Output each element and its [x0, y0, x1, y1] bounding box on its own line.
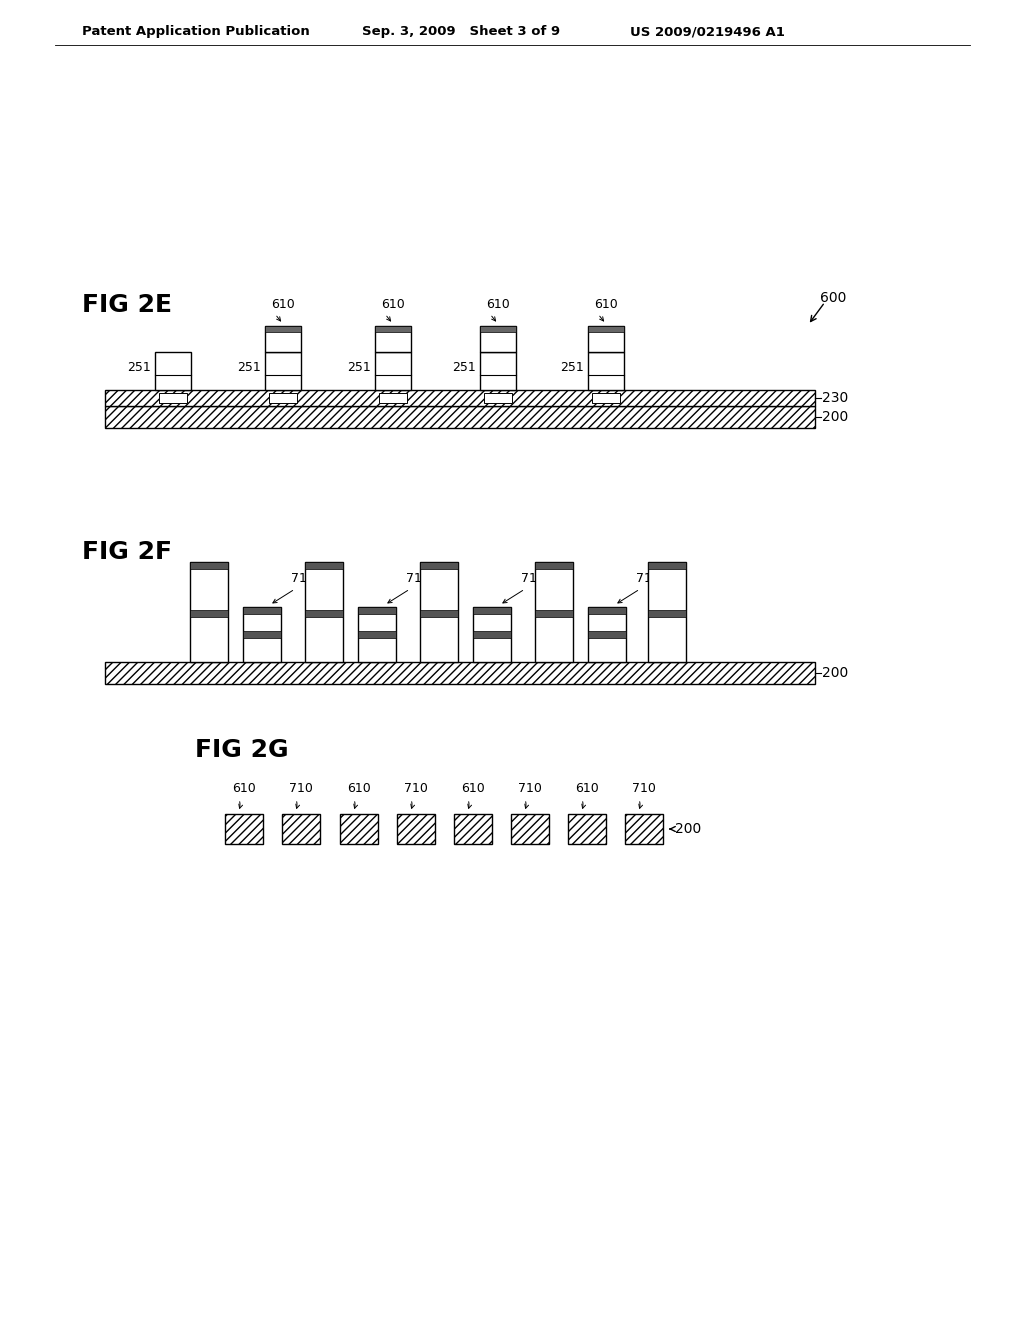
Text: 710: 710	[521, 573, 545, 586]
Text: 251: 251	[127, 360, 151, 374]
Bar	[375, 326, 411, 333]
Bar	[473, 631, 511, 638]
Bar	[265, 352, 301, 389]
Bar	[282, 814, 319, 843]
Bar	[420, 562, 458, 569]
Text: 710: 710	[407, 573, 430, 586]
Bar	[588, 607, 626, 663]
Bar	[454, 814, 492, 843]
Bar	[648, 562, 686, 569]
Text: US 2009/0219496 A1: US 2009/0219496 A1	[630, 25, 784, 38]
Text: FIG 2F: FIG 2F	[82, 540, 172, 564]
Bar	[243, 631, 281, 638]
Text: 251: 251	[238, 360, 261, 374]
Bar	[358, 607, 396, 663]
Bar	[190, 562, 228, 663]
Bar	[473, 607, 511, 614]
Bar	[480, 352, 516, 389]
Bar	[588, 326, 624, 352]
Bar	[305, 610, 343, 616]
Bar	[340, 814, 378, 843]
Text: 610: 610	[232, 783, 256, 796]
Text: 710: 710	[632, 783, 656, 796]
Bar	[105, 407, 815, 428]
Text: 710: 710	[289, 783, 313, 796]
Bar	[265, 326, 301, 352]
Bar	[358, 607, 396, 614]
Text: 710: 710	[404, 783, 428, 796]
Text: Patent Application Publication: Patent Application Publication	[82, 25, 309, 38]
Text: 251: 251	[560, 360, 584, 374]
Text: 610: 610	[271, 297, 295, 310]
Text: 600: 600	[820, 290, 847, 305]
Text: 230: 230	[822, 391, 848, 405]
Text: 610: 610	[594, 297, 617, 310]
Bar	[105, 663, 815, 684]
Bar	[379, 393, 407, 403]
Bar	[243, 607, 281, 663]
Bar	[155, 352, 191, 389]
Bar	[535, 562, 573, 663]
Bar	[511, 814, 549, 843]
Text: 200: 200	[822, 667, 848, 680]
Bar	[420, 562, 458, 663]
Text: FIG 2E: FIG 2E	[82, 293, 172, 317]
Bar	[535, 610, 573, 616]
Text: 610: 610	[486, 297, 510, 310]
Text: 251: 251	[347, 360, 371, 374]
Text: 251: 251	[453, 360, 476, 374]
Bar	[265, 326, 301, 333]
Bar	[588, 631, 626, 638]
Bar	[190, 610, 228, 616]
Text: 610: 610	[347, 783, 371, 796]
Bar	[375, 352, 411, 389]
Bar	[190, 562, 228, 569]
Text: 710: 710	[291, 573, 315, 586]
Bar	[480, 326, 516, 352]
Bar	[625, 814, 663, 843]
Bar	[225, 814, 263, 843]
Bar	[269, 393, 297, 403]
Bar	[305, 562, 343, 663]
Text: 200: 200	[822, 411, 848, 424]
Bar	[305, 562, 343, 569]
Bar	[568, 814, 606, 843]
Bar	[358, 631, 396, 638]
Text: 200: 200	[675, 822, 701, 836]
Bar	[243, 607, 281, 614]
Bar	[648, 610, 686, 616]
Bar	[648, 562, 686, 663]
Bar	[484, 393, 512, 403]
Bar	[588, 607, 626, 614]
Text: 710: 710	[518, 783, 542, 796]
Text: 710: 710	[636, 573, 659, 586]
Bar	[592, 393, 620, 403]
Bar	[420, 610, 458, 616]
Bar	[535, 562, 573, 569]
Bar	[159, 393, 187, 403]
Bar	[588, 352, 624, 389]
Text: FIG 2G: FIG 2G	[195, 738, 289, 762]
Text: 610: 610	[575, 783, 599, 796]
Text: 610: 610	[381, 297, 404, 310]
Bar	[588, 326, 624, 333]
Bar	[397, 814, 435, 843]
Bar	[480, 326, 516, 333]
Text: Sep. 3, 2009   Sheet 3 of 9: Sep. 3, 2009 Sheet 3 of 9	[362, 25, 560, 38]
Text: 610: 610	[461, 783, 485, 796]
Bar	[375, 326, 411, 352]
Bar	[105, 389, 815, 407]
Bar	[473, 607, 511, 663]
